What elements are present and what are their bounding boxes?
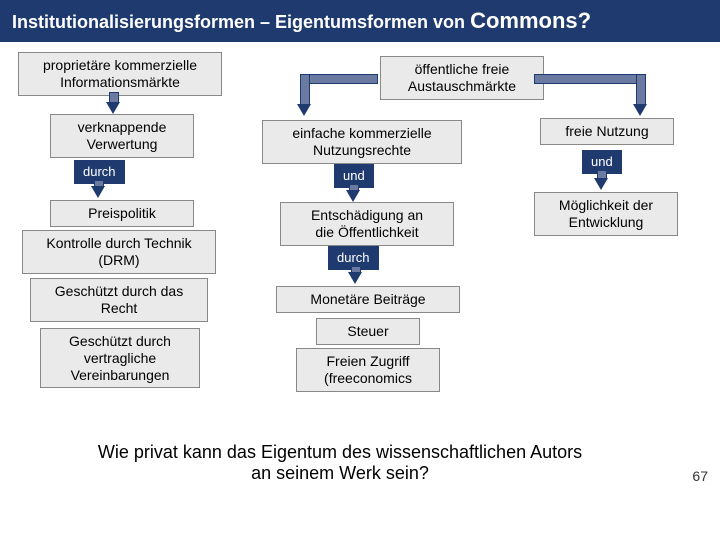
mid-item1: Entschädigung an die Öffentlichkeit xyxy=(280,202,454,246)
title-bar: Institutionalisierungsformen – Eigentums… xyxy=(0,0,720,42)
arrow-elbow-v xyxy=(636,74,646,106)
arrow-down-icon xyxy=(346,190,360,202)
left-item1: Preispolitik xyxy=(50,200,194,227)
mid-item4: Freien Zugriff (freeconomics xyxy=(296,348,440,392)
diagram-area: proprietäre kommerzielle Informationsmär… xyxy=(0,42,720,492)
mid-sub1: einfache kommerzielle Nutzungsrechte xyxy=(262,120,462,164)
title-pre: Institutionalisierungsformen – Eigentums… xyxy=(12,12,470,32)
left-sub1: verknappende Verwertung xyxy=(50,114,194,158)
arrow-elbow-h xyxy=(534,74,646,84)
arrow-elbow-v xyxy=(300,74,310,106)
arrow-down-icon xyxy=(348,272,362,284)
left-item4: Geschützt durch vertragliche Vereinbarun… xyxy=(40,328,200,388)
right-item1: Möglichkeit der Entwicklung xyxy=(534,192,678,236)
left-header: proprietäre kommerzielle Informationsmär… xyxy=(18,52,222,96)
arrow-down-icon xyxy=(633,104,647,116)
arrow-down-icon xyxy=(106,102,120,114)
arrow-down-icon xyxy=(297,104,311,116)
mid-item3: Steuer xyxy=(316,318,420,345)
footer-question: Wie privat kann das Eigentum des wissens… xyxy=(20,442,660,484)
arrow-down-icon xyxy=(91,186,105,198)
arrow-down-icon xyxy=(594,178,608,190)
mid-item2: Monetäre Beiträge xyxy=(276,286,460,313)
left-item3: Geschützt durch das Recht xyxy=(30,278,208,322)
mid-header: öffentliche freie Austauschmärkte xyxy=(380,56,544,100)
page-number: 67 xyxy=(692,468,708,484)
right-sub1: freie Nutzung xyxy=(540,118,674,145)
title-big: Commons? xyxy=(470,8,591,33)
left-item2: Kontrolle durch Technik (DRM) xyxy=(22,230,216,274)
arrow-elbow-h xyxy=(300,74,378,84)
